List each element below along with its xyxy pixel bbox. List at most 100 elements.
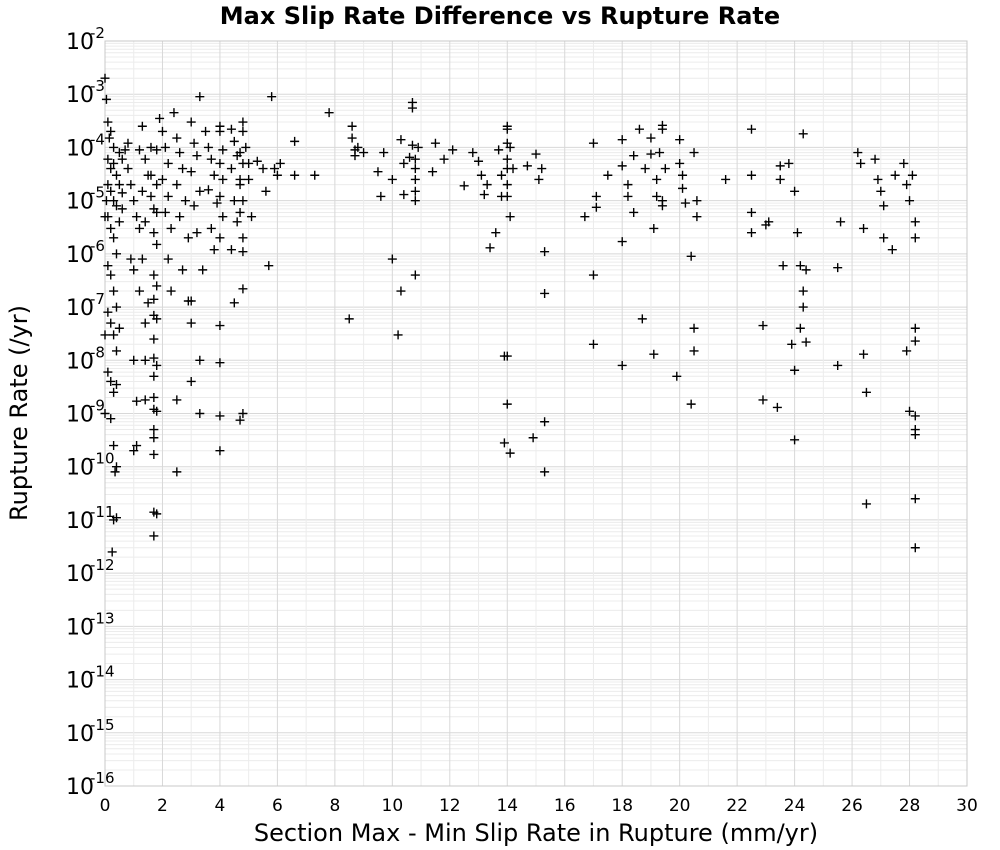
y-tick-exponent: -12 xyxy=(90,556,115,574)
data-point xyxy=(149,270,159,280)
data-point xyxy=(129,265,139,275)
data-point xyxy=(580,212,590,222)
data-point xyxy=(106,270,116,280)
data-point xyxy=(747,124,756,134)
data-point xyxy=(502,154,512,164)
data-point xyxy=(637,314,647,324)
data-point xyxy=(505,212,515,222)
data-point xyxy=(649,223,659,233)
data-point xyxy=(721,174,731,184)
data-point xyxy=(226,164,236,174)
data-point xyxy=(238,247,248,257)
data-point xyxy=(657,201,667,211)
data-point xyxy=(410,174,420,184)
data-point xyxy=(218,212,228,222)
data-point xyxy=(149,449,159,459)
y-tick-base: 10 xyxy=(66,562,94,587)
data-point xyxy=(226,245,236,255)
x-tick-label: 6 xyxy=(272,796,283,816)
data-point xyxy=(129,196,139,206)
data-point xyxy=(399,158,409,168)
data-point xyxy=(109,286,119,296)
data-point xyxy=(764,217,774,227)
data-point xyxy=(910,494,920,504)
data-point xyxy=(106,223,116,233)
data-point xyxy=(324,108,334,118)
data-point xyxy=(588,270,598,280)
data-point xyxy=(792,228,802,238)
data-point xyxy=(617,161,627,171)
data-point xyxy=(657,124,667,134)
data-point xyxy=(890,170,900,180)
data-point xyxy=(649,349,659,359)
data-point xyxy=(152,281,162,291)
data-point xyxy=(505,142,515,152)
y-tick-label: 10-8 xyxy=(66,343,105,374)
data-point xyxy=(410,196,420,206)
y-tick-label: 10-6 xyxy=(66,237,105,268)
y-tick-base: 10 xyxy=(66,190,94,215)
data-point xyxy=(879,233,889,243)
y-tick-exponent: -6 xyxy=(90,237,105,255)
data-point xyxy=(189,138,199,148)
y-axis-label: Rupture Rate (/yr) xyxy=(5,305,33,521)
data-point xyxy=(140,318,150,328)
data-point xyxy=(379,148,389,158)
data-point xyxy=(189,201,199,211)
data-point xyxy=(149,433,159,443)
data-point xyxy=(652,191,662,201)
data-point xyxy=(149,334,159,344)
data-point xyxy=(629,151,639,161)
data-point xyxy=(505,448,515,458)
data-point xyxy=(907,170,917,180)
x-tick-label: 0 xyxy=(100,796,111,816)
data-point xyxy=(166,223,176,233)
data-point xyxy=(267,92,277,102)
data-point xyxy=(172,467,182,477)
data-point xyxy=(387,174,397,184)
y-tick-exponent: -4 xyxy=(90,130,105,148)
data-point xyxy=(410,186,420,196)
data-point xyxy=(790,365,800,375)
data-point xyxy=(468,148,478,158)
chart-title: Max Slip Rate Difference vs Rupture Rate xyxy=(220,2,780,30)
data-point xyxy=(675,158,685,168)
data-point xyxy=(758,395,768,405)
data-point xyxy=(152,239,162,249)
data-point xyxy=(140,395,150,405)
data-point xyxy=(186,296,196,306)
data-point xyxy=(540,288,550,298)
data-point xyxy=(111,462,121,472)
data-point xyxy=(132,441,142,451)
data-point xyxy=(186,318,196,328)
data-point xyxy=(114,148,124,158)
data-point xyxy=(396,286,406,296)
y-tick-exponent: -11 xyxy=(90,503,115,521)
y-tick-exponent: -7 xyxy=(90,290,105,308)
data-point xyxy=(692,212,702,222)
data-point xyxy=(235,415,245,425)
data-point xyxy=(448,145,458,155)
data-point xyxy=(235,148,245,158)
y-tick-exponent: -2 xyxy=(90,24,105,42)
y-tick-label: 10-11 xyxy=(66,503,115,534)
y-tick-label: 10-7 xyxy=(66,290,105,321)
data-point xyxy=(126,254,136,264)
data-point xyxy=(652,174,662,184)
data-point xyxy=(206,223,216,233)
data-point xyxy=(215,321,225,331)
data-point xyxy=(859,349,869,359)
data-point xyxy=(655,148,665,158)
data-point xyxy=(678,183,688,193)
data-point xyxy=(149,294,159,304)
data-point xyxy=(522,161,532,171)
data-point xyxy=(459,181,469,191)
data-point xyxy=(801,337,811,347)
data-point xyxy=(502,124,512,134)
data-point xyxy=(910,411,920,421)
data-point xyxy=(497,170,507,180)
data-point xyxy=(235,207,245,217)
x-tick-label: 16 xyxy=(554,796,576,816)
data-point xyxy=(146,170,156,180)
